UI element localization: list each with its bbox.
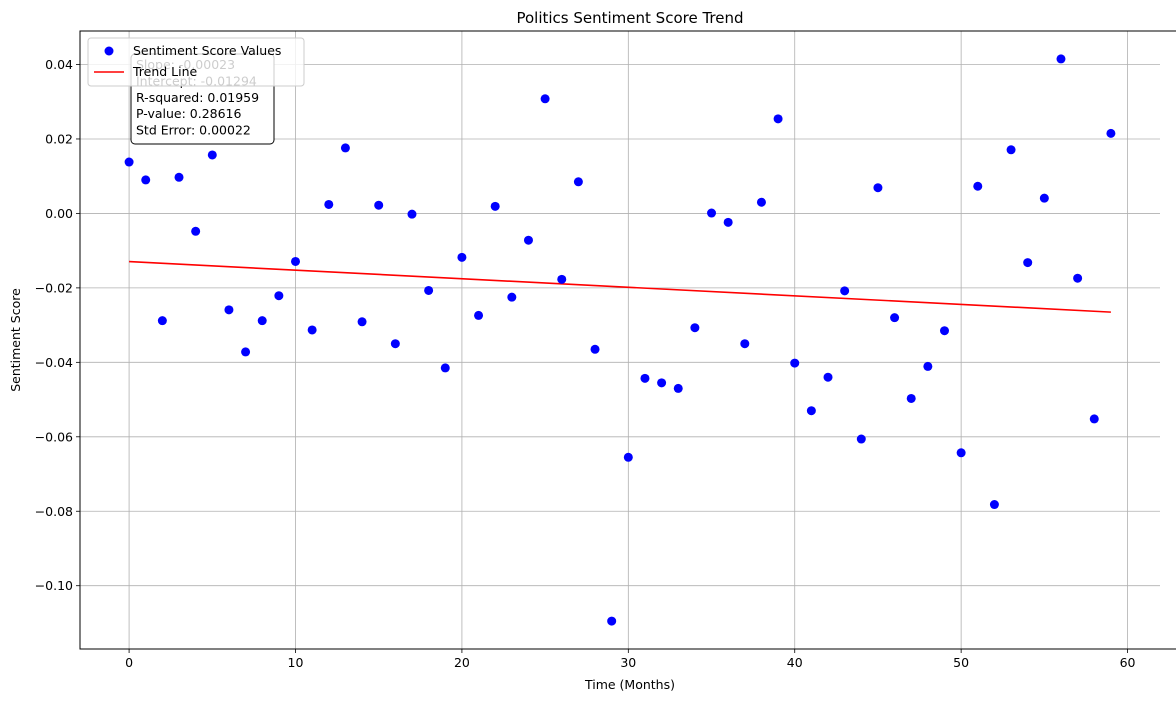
stats-line: Std Error: 0.00022 xyxy=(136,123,251,138)
x-tick-label: 20 xyxy=(454,655,470,670)
y-tick-label: 0.00 xyxy=(45,206,73,221)
data-point xyxy=(623,452,633,462)
data-point xyxy=(507,292,517,302)
data-point xyxy=(1023,258,1033,268)
data-point xyxy=(590,344,600,354)
grid xyxy=(80,31,1160,649)
data-point xyxy=(973,181,983,191)
data-point xyxy=(374,200,384,210)
y-tick-label: −0.04 xyxy=(35,355,73,370)
stats-line: P-value: 0.28616 xyxy=(136,106,242,121)
data-point xyxy=(557,274,567,284)
data-point xyxy=(224,305,234,315)
legend-label-trend: Trend Line xyxy=(132,64,198,79)
data-point xyxy=(906,393,916,403)
data-point xyxy=(523,235,533,245)
data-point xyxy=(274,291,284,301)
legend-frame xyxy=(87,37,305,87)
y-axis-label: Sentiment Score xyxy=(8,288,23,392)
data-point xyxy=(1089,414,1099,424)
data-point xyxy=(690,323,700,333)
data-point xyxy=(1039,193,1049,203)
data-point xyxy=(806,406,816,416)
data-point xyxy=(607,616,617,626)
data-point xyxy=(191,226,201,236)
data-point xyxy=(457,252,467,262)
scatter-points xyxy=(124,54,1116,626)
x-tick-label: 60 xyxy=(1120,655,1136,670)
x-tick-label: 50 xyxy=(953,655,969,670)
data-point xyxy=(790,358,800,368)
y-tick-label: −0.02 xyxy=(35,280,73,295)
x-tick-label: 10 xyxy=(288,655,304,670)
x-tick-label: 40 xyxy=(787,655,803,670)
data-point xyxy=(673,383,683,393)
data-point xyxy=(939,326,949,336)
data-point xyxy=(307,325,317,335)
data-point xyxy=(640,373,650,383)
data-point xyxy=(407,209,417,219)
data-point xyxy=(873,183,883,193)
legend-label-scatter: Sentiment Score Values xyxy=(133,43,281,58)
data-point xyxy=(207,150,217,160)
x-axis-label: Time (Months) xyxy=(584,677,675,692)
chart-title: Politics Sentiment Score Trend xyxy=(516,9,743,27)
y-tick-label: −0.10 xyxy=(35,578,73,593)
data-point xyxy=(1106,128,1116,138)
data-point xyxy=(1006,145,1016,155)
data-point xyxy=(157,316,167,326)
data-point xyxy=(823,372,833,382)
data-point xyxy=(257,316,267,326)
data-point xyxy=(490,201,500,211)
data-point xyxy=(657,378,667,388)
x-tick-label: 0 xyxy=(125,655,133,670)
data-point xyxy=(324,199,334,209)
data-point xyxy=(923,361,933,371)
data-point xyxy=(840,286,850,296)
data-point xyxy=(357,317,367,327)
y-tick-label: 0.04 xyxy=(45,57,73,72)
trend-line-layer xyxy=(129,260,1111,313)
data-point xyxy=(1056,54,1066,64)
data-point xyxy=(573,177,583,187)
data-point xyxy=(174,172,184,182)
y-tick-label: −0.06 xyxy=(35,429,73,444)
data-point xyxy=(723,217,733,227)
legend-marker-scatter xyxy=(104,46,114,56)
stats-line: R-squared: 0.01959 xyxy=(136,90,259,105)
data-point xyxy=(540,94,550,104)
data-point xyxy=(340,143,350,153)
data-point xyxy=(241,347,251,357)
data-point xyxy=(890,313,900,323)
data-point xyxy=(390,339,400,349)
y-tick-label: 0.02 xyxy=(45,131,73,146)
data-point xyxy=(124,157,134,167)
legend: Sentiment Score Values Trend Line xyxy=(87,37,305,87)
data-point xyxy=(424,285,434,295)
x-tick-label: 30 xyxy=(620,655,636,670)
data-point xyxy=(440,363,450,373)
data-point xyxy=(291,256,301,266)
data-point xyxy=(989,500,999,510)
x-axis-ticks: 0 10 20 30 40 50 60 xyxy=(125,649,1136,670)
data-point xyxy=(740,339,750,349)
data-point xyxy=(856,434,866,444)
plot-frame xyxy=(79,30,1176,650)
y-tick-label: −0.08 xyxy=(35,504,73,519)
y-axis-ticks: −0.10 −0.08 −0.06 −0.04 −0.02 0.00 0.02 0.04 xyxy=(35,57,80,593)
data-point xyxy=(956,448,966,458)
data-point xyxy=(1073,273,1083,283)
trend-line xyxy=(129,260,1111,313)
data-point xyxy=(773,114,783,124)
data-point xyxy=(707,208,717,218)
data-point xyxy=(141,175,151,185)
data-point xyxy=(756,197,766,207)
data-point xyxy=(474,310,484,320)
